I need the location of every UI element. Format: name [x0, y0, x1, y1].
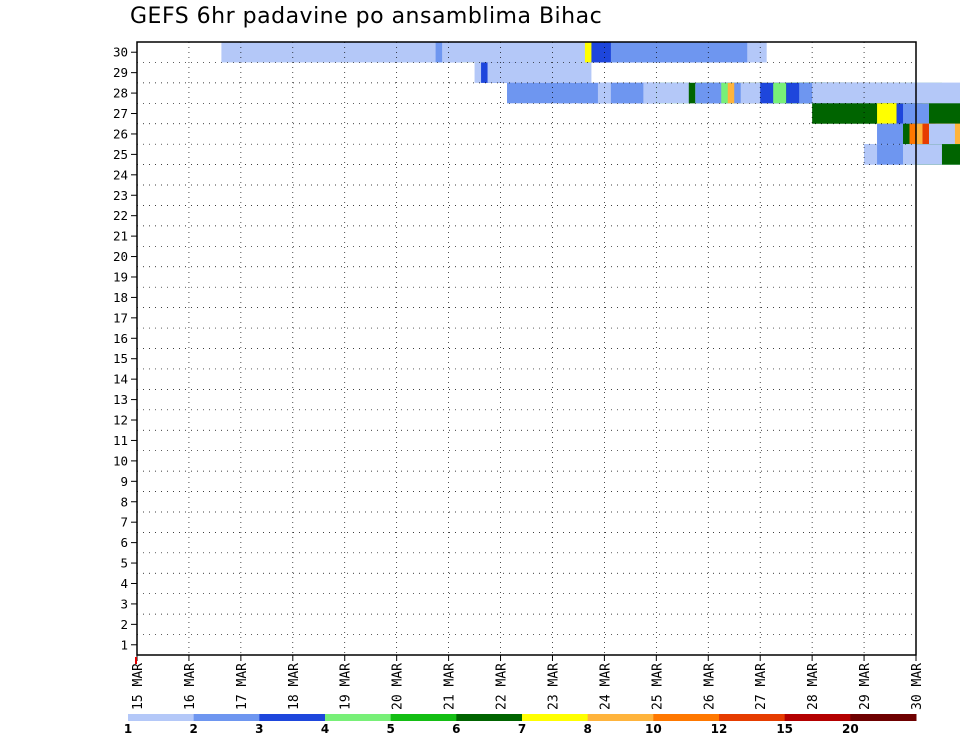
- legend-label: 2: [189, 722, 197, 736]
- chart-title: GEFS 6hr padavine po ansamblima Bihac: [130, 4, 603, 29]
- plot-frame: [136, 41, 917, 656]
- legend-swatch: [653, 714, 720, 721]
- x-tick-label: 21 MAR: [443, 663, 458, 710]
- legend-swatch: [259, 714, 326, 721]
- x-tick-label: 16 MAR: [183, 663, 198, 710]
- y-tick-label: 21: [113, 229, 128, 244]
- y-tick-label: 8: [120, 494, 128, 509]
- y-tick-label: 18: [113, 290, 128, 305]
- legend-label: 4: [321, 722, 329, 736]
- y-tick-label: 9: [120, 474, 128, 489]
- y-tick-label: 14: [113, 372, 128, 387]
- precip-cell: [507, 82, 572, 104]
- x-tick-label: 20 MAR: [391, 663, 406, 710]
- legend-swatch: [128, 714, 195, 721]
- legend-swatch: [193, 714, 260, 721]
- y-tick-label: 6: [120, 535, 128, 550]
- x-tick-label: 24 MAR: [598, 663, 613, 710]
- legend-label: 8: [583, 722, 591, 736]
- y-tick-label: 19: [113, 269, 128, 284]
- precip-cell: [487, 62, 553, 83]
- precip-cell: [928, 123, 955, 145]
- y-tick-label: 28: [113, 86, 128, 101]
- x-tick-label: 17 MAR: [235, 663, 250, 710]
- precip-cell: [903, 144, 942, 165]
- y-tick-label: 30: [113, 45, 128, 60]
- x-tick-label: 30 MAR: [910, 663, 925, 710]
- y-tick-label: 2: [120, 617, 128, 632]
- precip-cell: [221, 42, 417, 63]
- legend-label: 10: [645, 722, 662, 736]
- precip-cell: [487, 42, 579, 63]
- y-tick-label: 15: [113, 351, 128, 366]
- x-tick-label: 28 MAR: [806, 663, 821, 710]
- legend-swatch: [850, 714, 917, 721]
- x-tick-label: 23 MAR: [546, 663, 561, 710]
- y-tick-label: 4: [120, 576, 128, 591]
- legend-label: 15: [776, 722, 793, 736]
- legend-swatch: [325, 714, 392, 721]
- y-tick-label: 11: [113, 433, 128, 448]
- legend-label: 12: [711, 722, 728, 736]
- y-tick-label: 13: [113, 392, 128, 407]
- legend-label: 3: [255, 722, 263, 736]
- legend-swatch: [522, 714, 589, 721]
- legend-label: 5: [386, 722, 394, 736]
- x-tick-label: 18 MAR: [287, 663, 302, 710]
- y-tick-label: 23: [113, 188, 128, 203]
- legend-label: 6: [452, 722, 460, 736]
- legend-swatch: [719, 714, 786, 721]
- y-tick-label: 22: [113, 208, 128, 223]
- y-tick-label: 20: [113, 249, 128, 264]
- legend-swatch: [390, 714, 457, 721]
- legend-label: 20: [842, 722, 859, 736]
- x-tick-label: 26 MAR: [702, 663, 717, 710]
- precip-cell: [851, 82, 960, 104]
- x-tick-label: 15 MAR: [131, 663, 146, 710]
- y-tick-label: 5: [120, 556, 128, 571]
- legend-label: 7: [518, 722, 526, 736]
- legend-label: 1: [124, 722, 132, 736]
- y-tick-label: 12: [113, 413, 128, 428]
- y-tick-label: 1: [120, 637, 128, 652]
- x-tick-label: 19 MAR: [339, 663, 354, 710]
- y-tick-label: 24: [113, 167, 128, 182]
- y-tick-label: 7: [120, 515, 128, 530]
- y-tick-label: 16: [113, 331, 128, 346]
- y-tick-label: 29: [113, 65, 128, 80]
- y-tick-label: 26: [113, 126, 128, 141]
- y-tick-label: 3: [120, 596, 128, 611]
- x-tick-label: 29 MAR: [858, 663, 873, 710]
- x-tick-label: 27 MAR: [754, 663, 769, 710]
- x-tick-label: 25 MAR: [650, 663, 665, 710]
- y-tick-label: 25: [113, 147, 128, 162]
- y-tick-label: 17: [113, 310, 128, 325]
- legend-swatch: [784, 714, 851, 721]
- legend-swatch: [456, 714, 523, 721]
- y-tick-label: 10: [113, 453, 128, 468]
- x-tick-label: 22 MAR: [495, 663, 510, 710]
- y-tick-label: 27: [113, 106, 128, 121]
- legend-swatch: [587, 714, 654, 721]
